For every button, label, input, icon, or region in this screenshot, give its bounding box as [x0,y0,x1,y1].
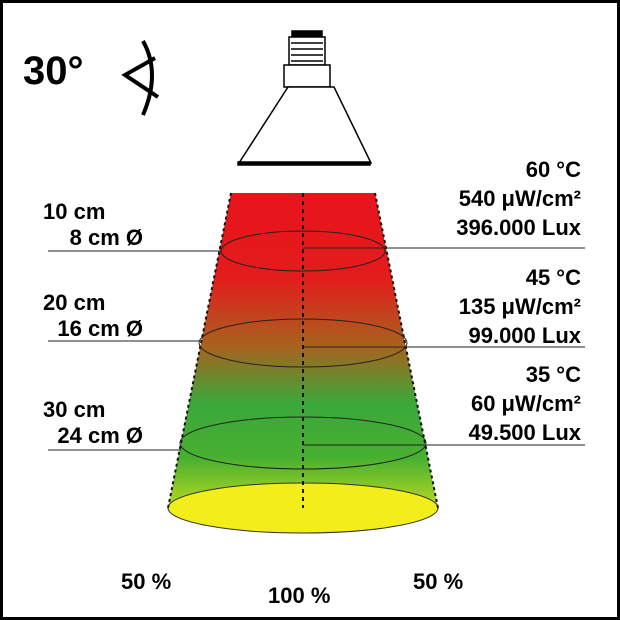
distance-label: 10 cm [43,199,106,224]
distance-group-2: 20 cm 16 cm Ø [43,290,143,342]
intensity-right: 50 % [413,569,464,594]
reading-group-3: 35 °C 60 μW/cm² 49.500 Lux [468,360,581,447]
temperature-label: 45 °C [525,265,581,290]
intensity-center: 100 % [268,583,331,608]
beam-angle-icon [121,40,160,116]
reading-group-2: 45 °C 135 μW/cm² 99.000 Lux [459,263,581,350]
diameter-label: 8 cm Ø [69,225,143,250]
distance-group-3: 30 cm 24 cm Ø [43,397,143,449]
intensity-left: 50 % [121,569,172,594]
leader-lines [48,247,585,451]
illuminance-label: 99.000 Lux [468,323,581,348]
diameter-label: 24 cm Ø [57,423,143,448]
temperature-label: 60 °C [525,157,581,182]
temperature-label: 35 °C [525,362,581,387]
reading-group-1: 60 °C 540 μW/cm² 396.000 Lux [456,155,581,242]
diameter-label: 16 cm Ø [57,316,143,341]
distance-group-1: 10 cm 8 cm Ø [43,199,143,251]
diagram-graphics [48,30,585,534]
distance-label: 20 cm [43,290,106,315]
lamp-bulb-icon [237,30,373,166]
irradiance-label: 540 μW/cm² [458,186,581,211]
irradiance-label: 60 μW/cm² [470,391,581,416]
distance-label: 30 cm [43,397,106,422]
irradiance-label: 135 μW/cm² [458,294,581,319]
illuminance-label: 396.000 Lux [456,215,581,240]
illuminance-label: 49.500 Lux [468,420,581,445]
light-cone [167,192,439,534]
beam-angle-label: 30° [23,49,84,93]
